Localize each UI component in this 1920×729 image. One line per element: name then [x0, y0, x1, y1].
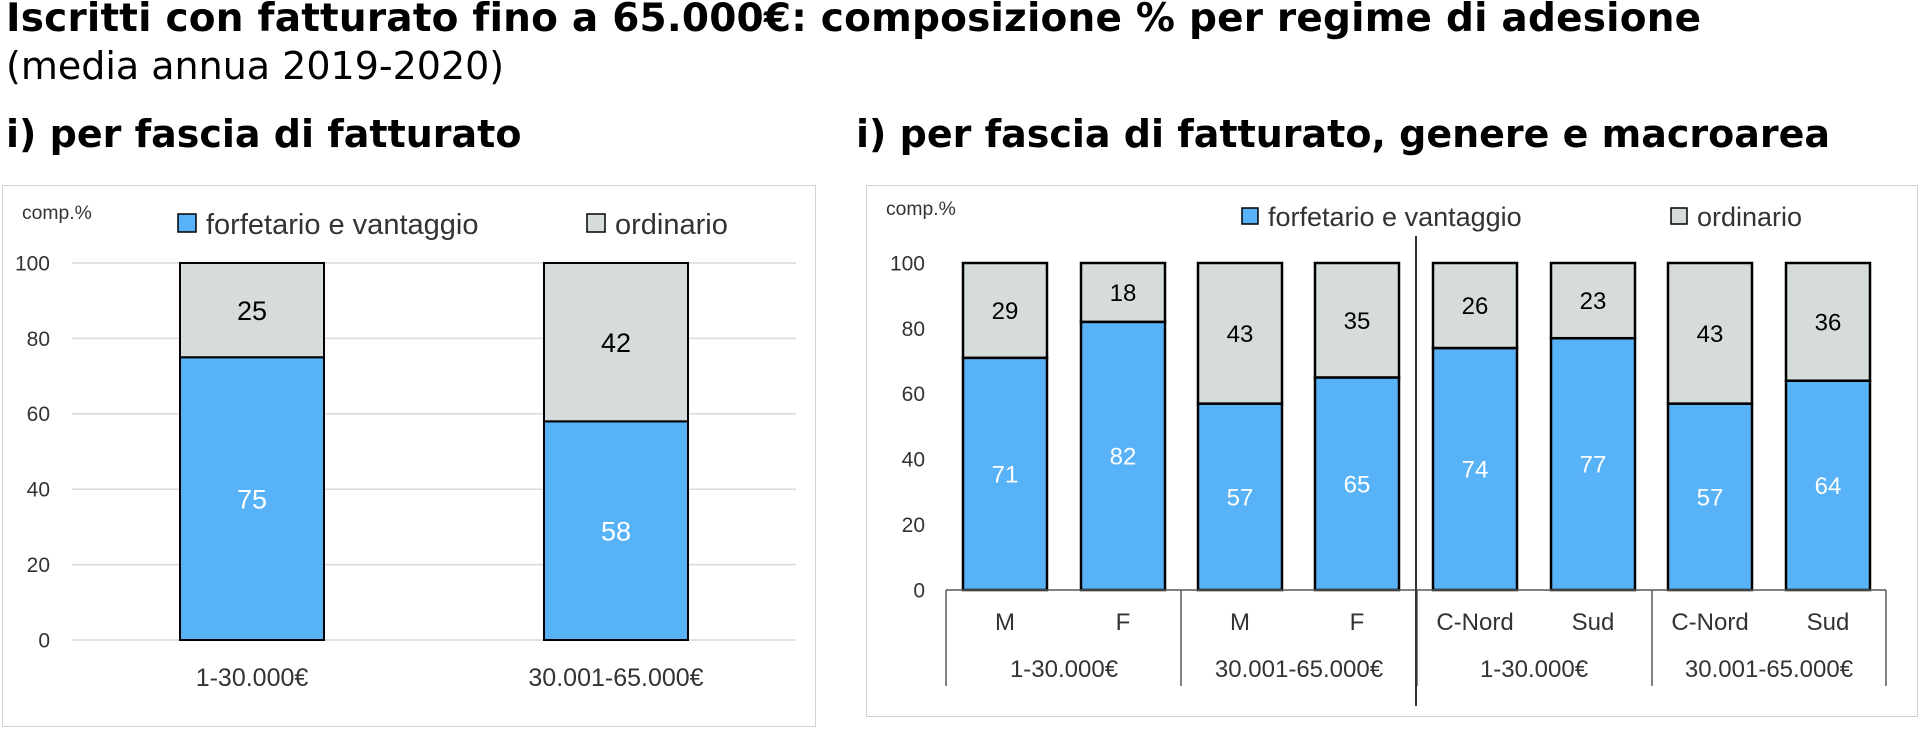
data-label: 23	[1580, 288, 1607, 315]
bar-ordinario	[179, 262, 325, 359]
data-label: 26	[1462, 293, 1489, 320]
data-label: 77	[1580, 452, 1607, 479]
legend-label: ordinario	[1697, 202, 1802, 232]
x-tick-label: F	[1116, 609, 1131, 636]
x-tick-label: C-Nord	[1436, 609, 1513, 636]
data-label: 57	[1227, 484, 1254, 511]
legend-swatch	[1670, 207, 1688, 225]
y-tick-label: 0	[38, 629, 50, 652]
x-tick-label: Sud	[1807, 609, 1850, 636]
y-tick-label: 100	[15, 252, 50, 275]
data-label: 57	[1697, 484, 1724, 511]
y-axis-label: comp.%	[22, 203, 92, 224]
bar-ordinario	[961, 261, 1049, 360]
data-label: 25	[237, 296, 267, 326]
page-subtitle: (media annua 2019-2020)	[6, 44, 505, 88]
data-label: 82	[1110, 444, 1137, 471]
data-label: 58	[601, 516, 631, 546]
bar-forfetario	[1549, 336, 1637, 592]
legend-swatch	[1241, 207, 1259, 225]
y-tick-label: 20	[902, 514, 925, 537]
x-tick-label: 30.001-65.000€	[528, 664, 703, 692]
bar-forfetario	[1431, 346, 1519, 592]
left-section-title: i) per fascia di fatturato	[6, 112, 522, 156]
y-axis-label: comp.%	[886, 199, 956, 220]
x-tick-label: F	[1350, 609, 1365, 636]
bar-ordinario	[1549, 261, 1637, 340]
bar-ordinario	[1196, 261, 1284, 405]
x-tick-label: M	[1230, 609, 1250, 636]
x-tick-label: C-Nord	[1671, 609, 1748, 636]
legend-label: ordinario	[615, 209, 728, 241]
y-tick-label: 0	[913, 579, 925, 602]
x-group-label: 30.001-65.000€	[1215, 656, 1384, 683]
x-tick-label: M	[995, 609, 1015, 636]
y-tick-label: 100	[890, 252, 925, 275]
bar-forfetario	[1196, 402, 1284, 592]
data-label: 75	[237, 484, 267, 514]
x-group-label: 1-30.000€	[1010, 656, 1119, 683]
x-group-label: 1-30.000€	[1480, 656, 1589, 683]
data-label: 18	[1110, 280, 1137, 307]
data-label: 29	[992, 298, 1019, 325]
legend-swatch	[586, 213, 606, 233]
y-tick-label: 40	[902, 449, 925, 472]
data-label: 74	[1462, 457, 1489, 484]
bar-ordinario	[543, 262, 689, 423]
legend-label: forfetario e vantaggio	[1268, 202, 1522, 232]
legend-swatch	[177, 213, 197, 233]
bar-forfetario	[961, 356, 1049, 592]
bar-ordinario	[1313, 261, 1401, 379]
data-label: 36	[1815, 310, 1842, 337]
bar-forfetario	[1079, 320, 1167, 592]
page-title: Iscritti con fatturato fino a 65.000€: c…	[6, 0, 1702, 41]
bar-forfetario	[1313, 376, 1401, 592]
y-tick-label: 60	[902, 383, 925, 406]
y-tick-label: 80	[902, 318, 925, 341]
data-label: 35	[1344, 308, 1371, 335]
bar-forfetario	[543, 420, 689, 641]
data-label: 64	[1815, 473, 1842, 500]
data-label: 71	[992, 462, 1019, 489]
bar-ordinario	[1431, 261, 1519, 350]
data-label: 65	[1344, 471, 1371, 498]
bar-ordinario	[1079, 261, 1167, 324]
x-tick-label: Sud	[1572, 609, 1615, 636]
y-tick-label: 20	[27, 554, 50, 577]
bar-ordinario	[1784, 261, 1872, 382]
data-label: 43	[1227, 321, 1254, 348]
legend-label: forfetario e vantaggio	[206, 209, 478, 241]
x-group-label: 30.001-65.000€	[1685, 656, 1854, 683]
y-tick-label: 80	[27, 328, 50, 351]
bar-forfetario	[1666, 402, 1754, 592]
y-tick-label: 40	[27, 479, 50, 502]
right-section-title: i) per fascia di fatturato, genere e mac…	[856, 112, 1831, 156]
data-label: 42	[601, 328, 631, 358]
y-tick-label: 60	[27, 403, 50, 426]
bar-ordinario	[1666, 261, 1754, 405]
data-label: 43	[1697, 321, 1724, 348]
x-tick-label: 1-30.000€	[196, 664, 309, 692]
